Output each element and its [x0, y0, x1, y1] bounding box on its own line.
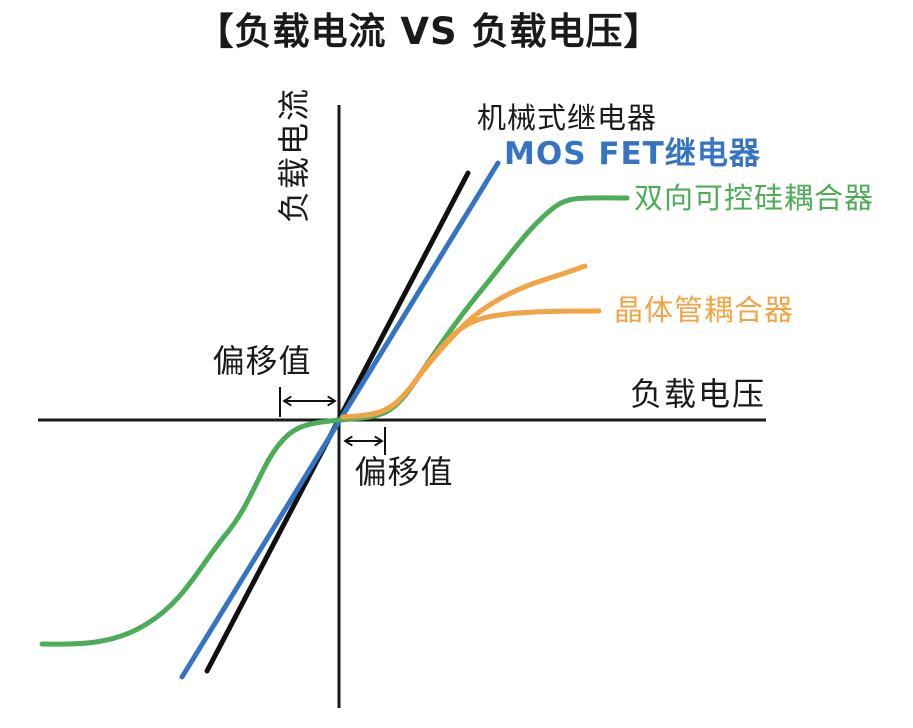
x-axis-label: 负载电压: [630, 375, 766, 413]
legend-transistor-coupler: 晶体管耦合器: [614, 293, 794, 327]
legend-mosfet-relay: MOS FET继电器: [504, 136, 761, 172]
y-axis-label: 负载电流: [275, 87, 313, 223]
curve-transistor-coupler-lower: [340, 308, 602, 420]
legend-mechanical-relay: 机械式继电器: [477, 101, 657, 135]
curve-transistor-coupler-upper: [342, 263, 588, 420]
legend-triac-coupler: 双向可控硅耦合器: [634, 181, 874, 215]
chart-title: 【负载电流 VS 负载电压】: [196, 10, 661, 53]
offset-right-label: 偏移值: [354, 453, 453, 491]
offset-left-label: 偏移值: [212, 342, 311, 380]
